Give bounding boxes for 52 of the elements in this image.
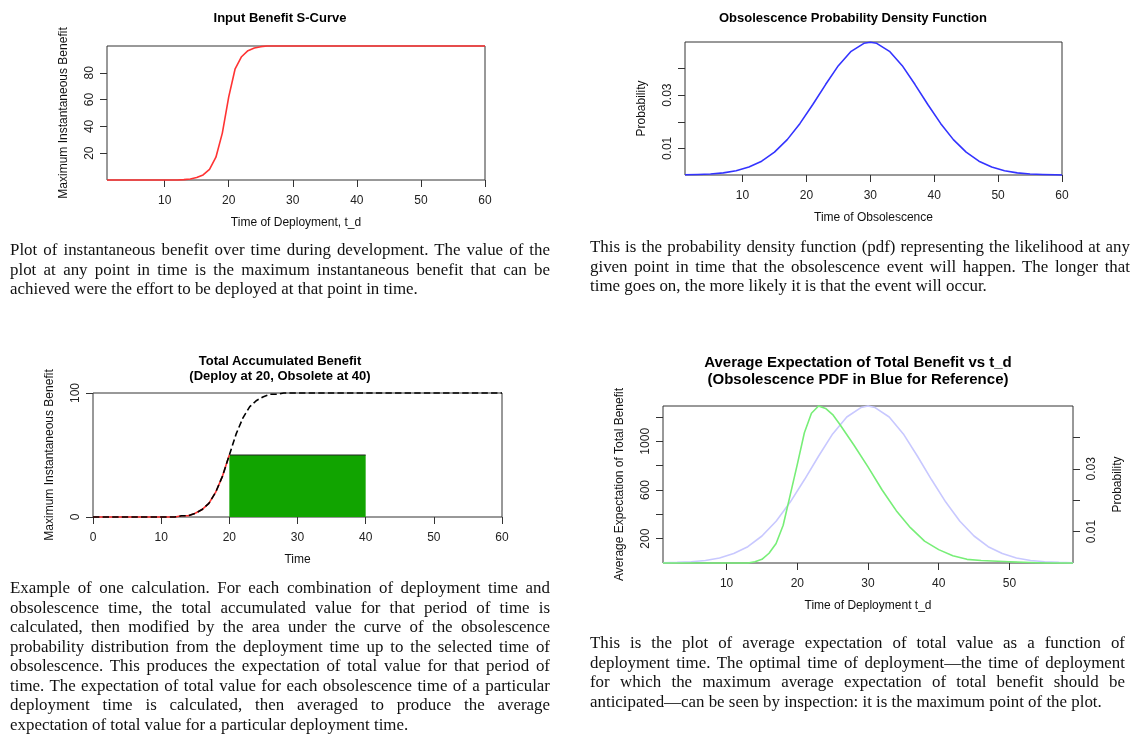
x-tick-label: 20	[222, 530, 237, 544]
x-tick-label: 30	[286, 193, 300, 207]
y-axis-title: Probability	[634, 80, 648, 137]
text: This is the probability density function (pdf) representing the likelihood at any given point in time that the obsolescence event will happen. The longer that time goes on, the more likely it is that the event will occur.	[590, 237, 1130, 296]
y-tick-label: 600	[638, 479, 652, 500]
chart-title: Average Expectation of Total Benefit vs t_d	[704, 353, 1012, 370]
x-tick-label: 30	[861, 576, 875, 590]
text: Plot of instantaneous benefit over time during development. The value of the plot at any point in time is the maximum instantaneous benefit that can be achieved were the effort to be deployed at that point in time.	[10, 240, 550, 299]
chart-title: Input Benefit S-Curve	[213, 10, 347, 25]
text: Example of one calculation. For each combination of deployment time and obsolescence time, the total accumulated value for that period of time is calculated, then modified by the area under the curve of the obsolescence probability distribution from the deployment time up to the selected time of obsolescence. This produces the expectation of total value for that period of time. The expectation of total value for each obsolescence time of a particular deployment time is calculated, then averaged to produce the average expectation of total value for a particular deployment time.	[10, 578, 550, 734]
y-axis-title: Average Expectation of Total Benefit	[612, 387, 626, 582]
x-tick-label: 20	[790, 576, 805, 590]
x-axis-title: Time of Deployment t_d	[804, 598, 932, 612]
x-tick-label: 50	[1002, 576, 1017, 590]
x-tick-label: 10	[154, 530, 169, 544]
y-axis-title: Maximum Instantaneous Benefit	[56, 26, 70, 199]
x-axis-title: Time of Obsolescence	[814, 210, 934, 224]
y-tick-label: 20	[82, 146, 96, 160]
x-tick-label: 40	[932, 576, 946, 590]
y-tick-label: 40	[82, 119, 96, 134]
x-axis-title: Time	[284, 552, 311, 566]
y-tick-label: 1000	[638, 427, 652, 455]
chart-title: Total Accumulated Benefit	[198, 353, 362, 368]
y2-axis-title: Probability	[1110, 456, 1124, 513]
x-tick-label: 50	[414, 193, 428, 207]
x-tick-label: 30	[863, 188, 878, 202]
x-tick-label: 40	[350, 193, 364, 207]
y-tick-label: 200	[638, 528, 652, 549]
y-axis-title: Maximum Instantaneous Benefit	[42, 368, 56, 541]
x-tick-label: 10	[735, 188, 750, 202]
x-tick-label: 50	[427, 530, 441, 544]
y-tick-label: 80	[82, 65, 96, 80]
x-tick-label: 10	[719, 576, 734, 590]
x-tick-label: 40	[358, 530, 373, 544]
y-tick-label: 60	[82, 92, 96, 107]
x-tick-label: 20	[799, 188, 814, 202]
x-tick-label: 60	[1055, 188, 1069, 202]
x-tick-label: 60	[495, 530, 509, 544]
chart-subtitle: (Obsolescence PDF in Blue for Reference)	[707, 370, 1009, 387]
y2-tick-label: 0.03	[1084, 456, 1098, 481]
x-tick-label: 50	[991, 188, 1006, 202]
x-tick-label: 30	[290, 530, 305, 544]
y2-tick-label: 0.01	[1084, 519, 1098, 544]
chart-subtitle: (Deploy at 20, Obsolete at 40)	[189, 368, 371, 383]
chart-title: Obsolescence Probability Density Function	[718, 10, 988, 25]
text: This is the plot of average expectation of total value as a function of deployment time. The optimal time of deployment—the time of deployment for which the maximum average expectation of total benefit should be anticipated—can be seen by inspection: it is the maximum point of the plot.	[590, 633, 1125, 711]
x-tick-label: 20	[222, 193, 236, 207]
x-tick-label: 10	[157, 193, 172, 207]
x-tick-label: 60	[478, 193, 492, 207]
x-tick-label: 40	[927, 188, 942, 202]
y-tick-label: 100	[68, 382, 82, 404]
x-axis-title: Time of Deployment, t_d	[230, 215, 362, 229]
